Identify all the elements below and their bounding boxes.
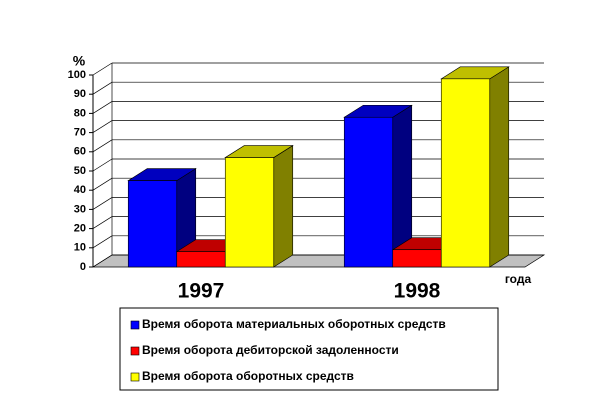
bar-front [176,251,226,268]
grid-line-wall [92,216,113,229]
legend-box [119,307,499,391]
legend-swatch [130,346,140,356]
x-tick-label: 1997 [178,280,225,303]
y-tick-label: 80 [74,107,86,119]
legend: Время оборота материальных оборотных сре… [130,317,446,383]
legend-label: Время оборота оборотных средств [142,369,354,383]
bar [127,168,197,268]
grid-line-wall [92,139,113,153]
bar [440,66,510,268]
y-tick-label: 30 [74,203,86,215]
grid-line-wall [92,120,113,133]
grid-line-wall [92,101,113,114]
x-axis-label: года [505,272,532,286]
bar-side [489,66,510,268]
bar-front [440,78,491,268]
y-axis-label: % [73,53,86,69]
y-tick-label: 50 [74,165,86,177]
grid-line-wall [92,81,113,95]
grid-line-wall [92,235,113,249]
plot-area: 0 10 20 30 40 50 60 70 80 90 100 1997 1998 [68,62,546,303]
bar-front [392,249,442,268]
bar-side [273,145,294,268]
grid-line-wall [92,62,113,76]
grid-line-wall [92,197,113,210]
y-tick-label: 70 [74,127,86,139]
grid-line-wall [92,254,113,268]
bar-front [127,180,178,268]
y-tick-label: 40 [74,184,86,196]
bar-front [224,157,275,268]
y-tick-label: 10 [74,242,86,254]
legend-label: Время оборота дебиторской задоленности [142,343,399,357]
y-tick-label: 90 [74,88,86,100]
bar-front [343,116,394,268]
y-tick-label: 60 [74,146,86,158]
legend-swatch [130,320,140,330]
y-tick-label: 0 [80,261,86,273]
grid-line-wall [92,177,113,191]
bar [224,145,294,268]
bar [343,104,413,268]
legend-swatch [130,372,140,382]
grid-line-wall [92,158,113,172]
legend-label: Время оборота материальных оборотных сре… [142,317,446,331]
y-tick-label: 100 [68,69,86,81]
x-tick-label: 1998 [394,280,441,303]
y-tick-label: 20 [74,223,86,235]
